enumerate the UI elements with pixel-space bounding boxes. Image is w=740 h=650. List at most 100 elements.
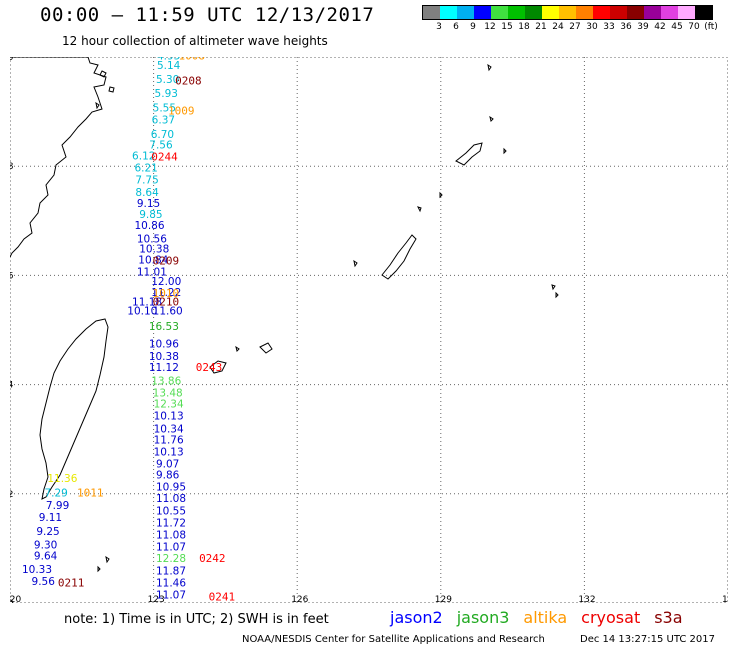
wave-height-value: 13.48 (153, 388, 183, 400)
wave-height-value: 11.18 (132, 296, 162, 308)
wave-height-observations: 4.955.14 5.30 5.93 5.556.37 6.707.566.126.21… (22, 57, 186, 602)
generated-timestamp: Dec 14 13:27:15 UTC 2017 (580, 634, 715, 645)
wave-height-value: 11.08 (156, 530, 186, 542)
wave-height-value: 5.14 (157, 60, 181, 72)
wave-height-value: 5.30 (156, 74, 179, 86)
longitude-label: 126 (291, 595, 308, 603)
footer-note: note: 1) Time is in UTC; 2) SWH is in fe… (64, 612, 329, 627)
wave-height-value: 11.60 (153, 306, 183, 318)
legend-label: 12 (484, 22, 496, 32)
longitude-label: 123 (148, 595, 165, 603)
satellite-legend-item: s3a (654, 608, 683, 627)
wave-height-value: 11.07 (156, 542, 186, 554)
wave-height-value: 10.38 (139, 243, 169, 255)
legend-swatch (593, 6, 610, 19)
legend-swatch (644, 6, 661, 19)
legend-swatch (559, 6, 576, 19)
color-scale-legend: 3 6 9 12 15 18 21 24 27 30 33 36 39 42 45 70 (ft) (422, 5, 718, 34)
legend-swatch (610, 6, 627, 19)
legend-swatch (491, 6, 508, 19)
legend-swatch (457, 6, 474, 19)
legend-label: 36 (620, 22, 632, 32)
legend-label: 24 (552, 22, 564, 32)
legend-swatch (474, 6, 491, 19)
wave-height-value: 10.13 (154, 411, 184, 423)
wave-height-value: 6.21 (134, 163, 157, 175)
color-scale-labels: 3 6 9 12 15 18 21 24 27 30 33 36 39 42 45 70 (ft) (422, 20, 718, 34)
wave-height-value: 10.10 (127, 306, 157, 318)
latitude-label: 20 (10, 599, 14, 603)
legend-label: (ft) (704, 22, 718, 32)
china-coastline (10, 57, 107, 258)
legend-swatch (627, 6, 644, 19)
legend-swatch (423, 6, 440, 19)
pass-time-label: 0211 (58, 577, 85, 590)
pass-time-label: 1011 (77, 487, 104, 500)
wave-height-value: 10.55 (156, 506, 186, 518)
longitude-label: 132 (578, 595, 595, 603)
wave-height-value: 9.86 (156, 470, 180, 482)
wave-height-value: 7.29 (44, 488, 67, 500)
axis-labels: 30 28 26 24 22 20120 123 126 129 132 135 (10, 57, 728, 603)
legend-swatch (576, 6, 593, 19)
wave-height-value: 4.95 (157, 57, 180, 63)
longitude-label: 129 (435, 595, 452, 603)
wave-height-value: 9.11 (39, 512, 62, 524)
legend-label: 21 (535, 22, 547, 32)
legend-label: 70 (688, 22, 700, 32)
wave-height-value: 12.00 (151, 276, 181, 288)
legend-label: 3 (436, 22, 442, 32)
wave-height-value: 10.38 (149, 351, 179, 363)
lat-lon-grid (10, 57, 728, 603)
okinawa-island (381, 234, 417, 280)
legend-label: 30 (586, 22, 598, 32)
wave-height-value: 9.64 (34, 550, 58, 562)
wave-height-value: 7.99 (46, 500, 69, 512)
small-islands (97, 63, 559, 573)
wave-height-value: 11.36 (47, 473, 77, 485)
longitude-label: 120 (10, 595, 21, 603)
color-scale-swatches (422, 5, 713, 20)
wave-height-value: 12.34 (154, 399, 184, 411)
wave-height-value: 11.08 (156, 493, 186, 505)
wave-height-value: 10.56 (137, 234, 167, 246)
pass-time-label: 0244 (151, 151, 178, 164)
longitude-label: 135 (722, 595, 728, 603)
wave-height-value: 8.64 (135, 187, 159, 199)
wave-height-value: 9.56 (32, 576, 56, 588)
wave-height-value: 10.34 (154, 424, 184, 436)
pass-time-label: 0210 (153, 295, 180, 308)
latitude-label: 24 (10, 381, 14, 391)
wave-height-value: 10.84 (138, 254, 168, 266)
pass-time-label: 0208 (175, 74, 202, 87)
satellite-legend-item: cryosat (581, 608, 641, 627)
legend-swatch (525, 6, 542, 19)
legend-label: 27 (569, 22, 581, 32)
legend-swatch (695, 6, 712, 19)
pass-time-label: 1010 (153, 287, 180, 300)
wave-height-value: 12.28 (156, 553, 186, 565)
satellite-legend-item: altika (523, 608, 568, 627)
latitude-label: 30 (10, 57, 14, 63)
wave-height-value: 16.53 (149, 321, 179, 333)
wave-height-value: 5.93 (155, 88, 178, 100)
latitude-label: 26 (10, 271, 14, 281)
wave-height-value: 7.56 (149, 140, 173, 152)
wave-height-value: 5.55 (153, 103, 176, 115)
legend-swatch (542, 6, 559, 19)
pass-time-label: 0243 (196, 361, 223, 374)
wave-height-value: 11.87 (156, 566, 186, 578)
wave-height-value: 9.30 (34, 539, 57, 551)
legend-label: 45 (671, 22, 683, 32)
legend-swatch (508, 6, 525, 19)
wave-height-value: 11.72 (156, 518, 186, 530)
wave-height-value: 9.25 (36, 526, 59, 538)
ishigaki-island (209, 360, 227, 374)
satellite-legend-item: jason3 (456, 608, 510, 627)
pass-time-label: 1008 (178, 57, 205, 63)
zhoushan-islands (95, 70, 115, 110)
legend-label: 42 (654, 22, 666, 32)
wave-height-value: 10.33 (22, 564, 52, 576)
wave-height-value: 7.75 (135, 175, 158, 187)
